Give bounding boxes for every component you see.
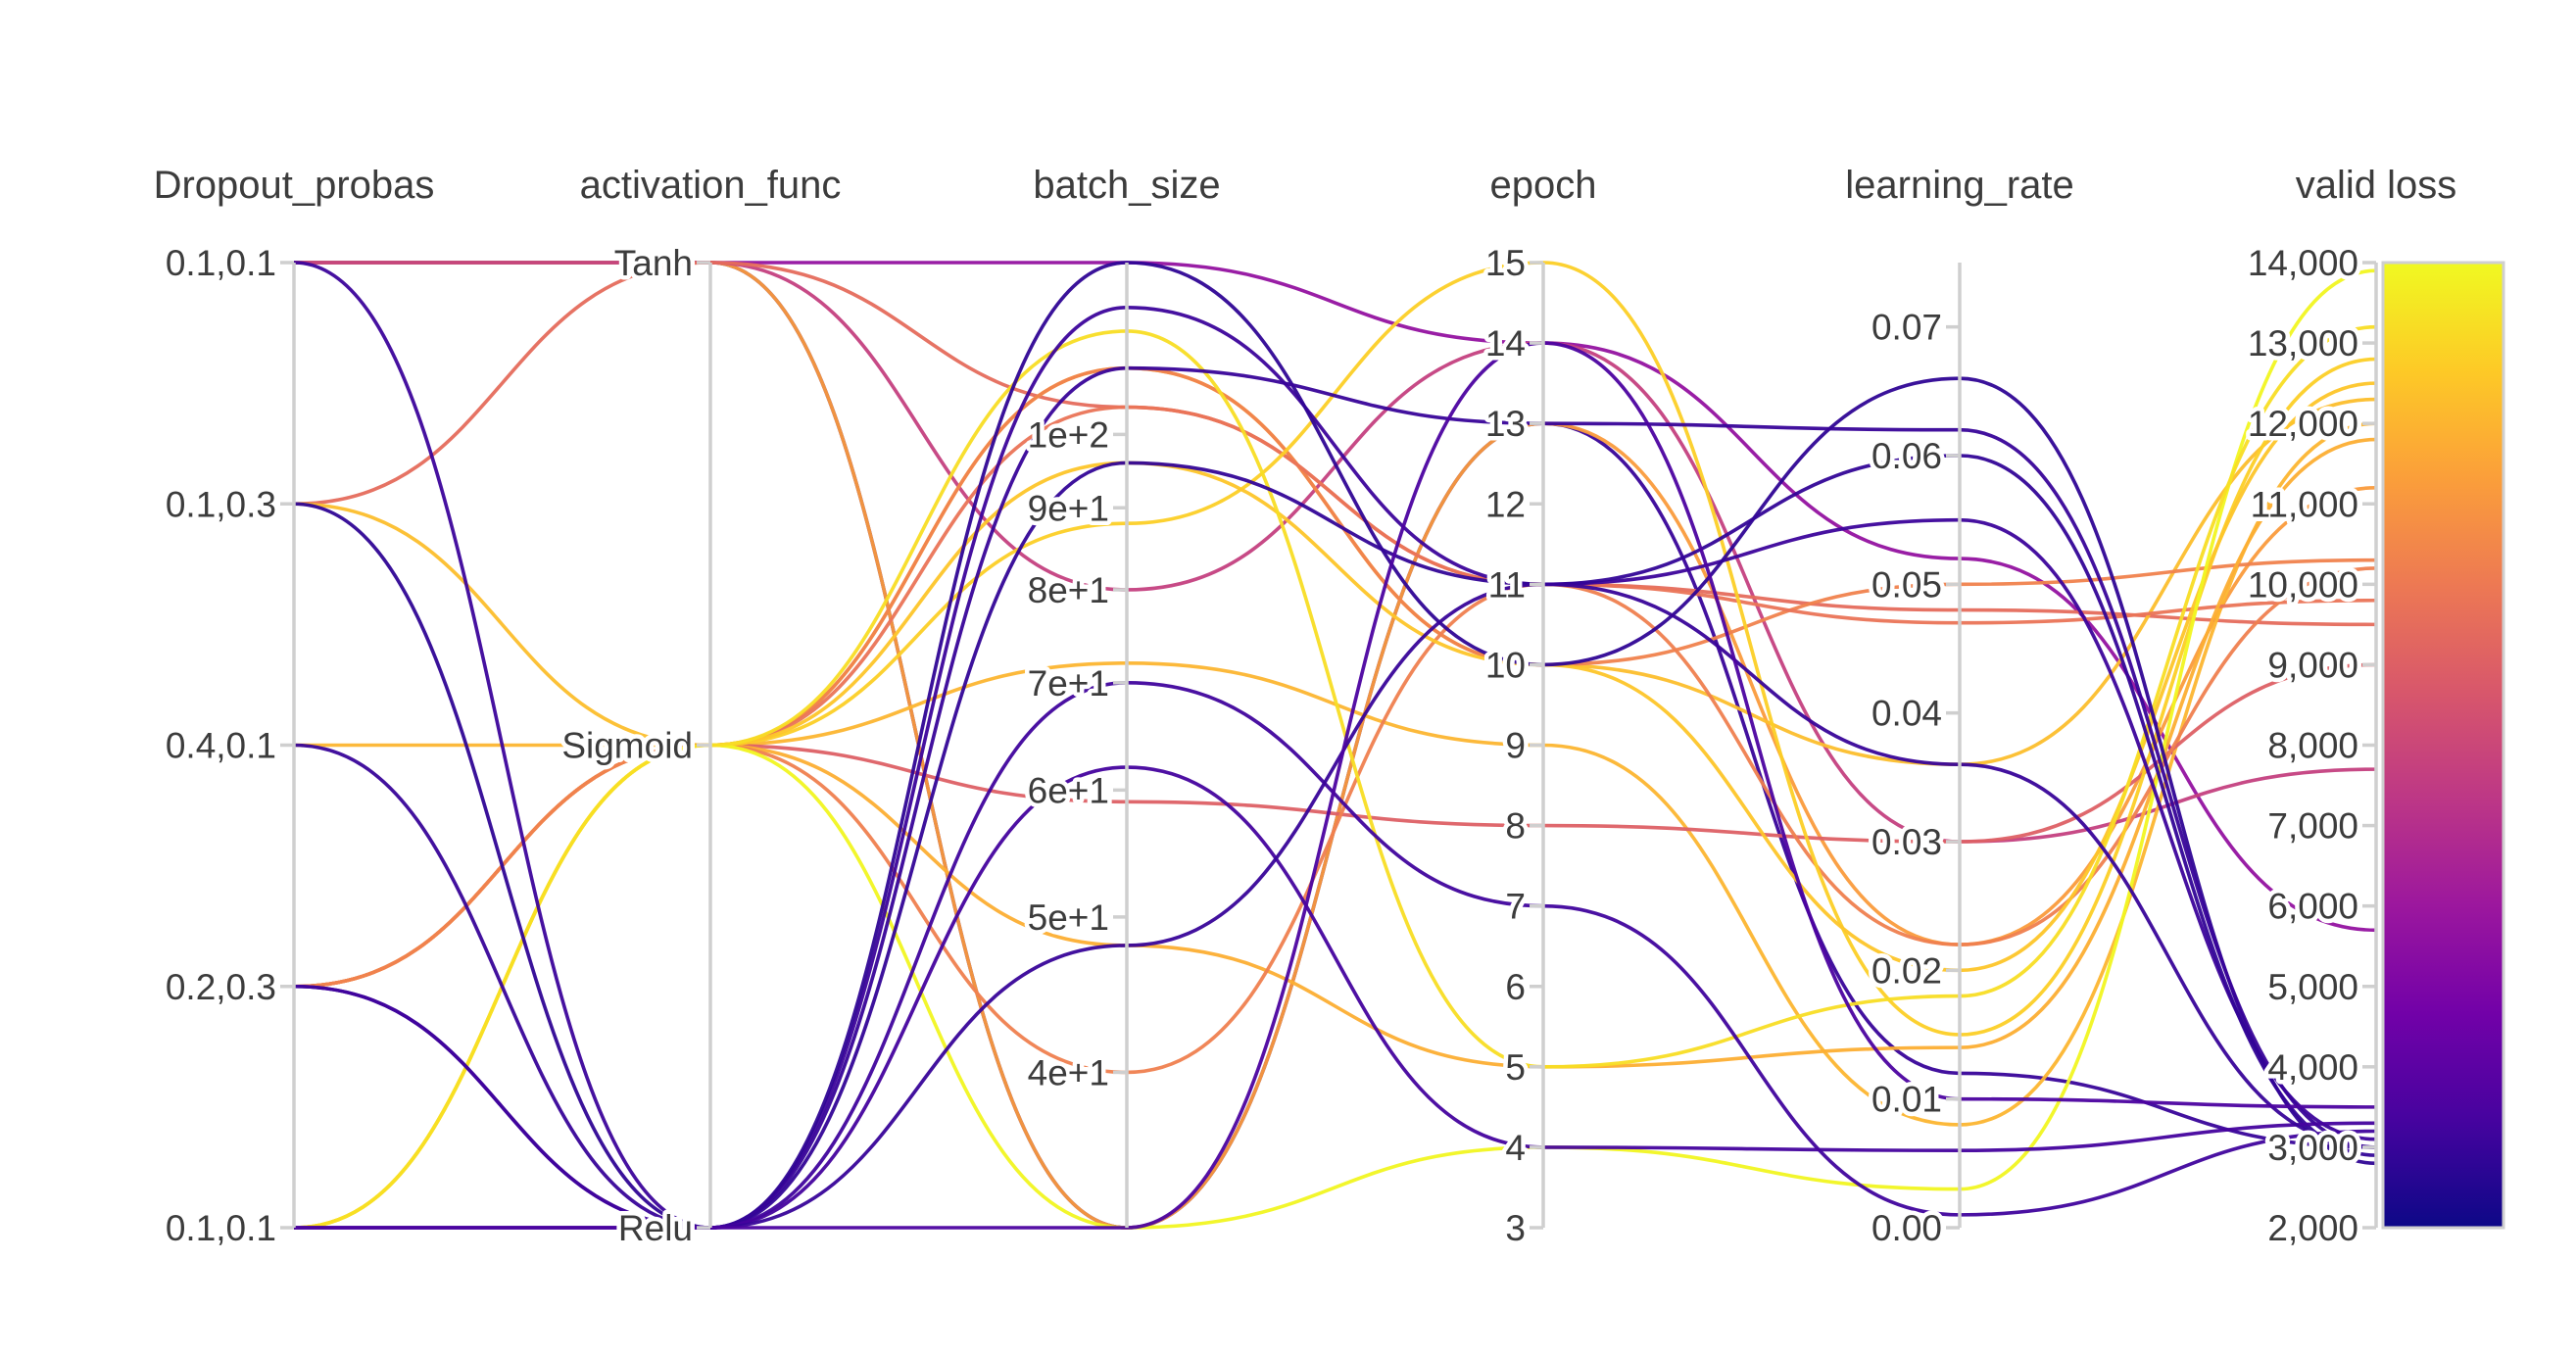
axis-title-valid_loss: valid loss	[2296, 164, 2457, 207]
tick-label-batch_size: 5e+1	[1028, 897, 1109, 938]
axis-title-batch_size: batch_size	[1033, 164, 1220, 207]
run-line-18[interactable]	[293, 261, 2377, 1230]
polylines-layer	[293, 261, 2377, 1230]
tick-label-learning_rate: 0.01	[1871, 1080, 1942, 1120]
tick-label-learning_rate: 0.02	[1871, 950, 1942, 991]
axis-activation: activation_func Tanh Sigmoid Relu	[558, 164, 842, 1253]
tick-label-activation: Relu	[618, 1208, 693, 1248]
tick-label-valid_loss: 14,000	[2248, 243, 2358, 283]
tick-label-dropout: 0.1,0.3	[166, 484, 276, 524]
run-line-16[interactable]	[293, 324, 2377, 1230]
tick-label-learning_rate: 0.00	[1871, 1208, 1942, 1248]
tick-label-epoch: 5	[1505, 1047, 1526, 1088]
tick-label-learning_rate: 0.03	[1871, 822, 1942, 862]
axis-title-learning_rate: learning_rate	[1845, 164, 2074, 207]
axis-title-epoch: epoch	[1490, 164, 1597, 207]
tick-label-valid_loss: 6,000	[2267, 887, 2358, 927]
tick-label-learning_rate: 0.06	[1871, 436, 1942, 476]
axis-valid_loss: valid loss 14,000 13,000 12,000 11,000 10,000…	[2243, 164, 2457, 1253]
tick-label-valid_loss: 9,000	[2267, 645, 2358, 685]
tick-label-epoch: 9	[1505, 726, 1526, 766]
tick-label-activation: Sigmoid	[561, 726, 693, 766]
run-line-20[interactable]	[293, 454, 2377, 1230]
colorbar-gradient	[2381, 261, 2505, 1230]
tick-label-valid_loss: 2,000	[2267, 1208, 2358, 1248]
tick-label-epoch: 3	[1505, 1208, 1526, 1248]
axes-layer: Dropout_probas 0.1,0.1 0.1,0.3 0.4,0.1 0.2,0…	[154, 164, 2457, 1253]
run-line-22[interactable]	[293, 765, 2377, 1230]
tick-label-learning_rate: 0.05	[1871, 564, 1942, 605]
axis-learning_rate: learning_rate 0.07 0.06 0.05 0.04 0.03 0.02 0.0…	[1845, 164, 2074, 1253]
tick-label-valid_loss: 8,000	[2267, 726, 2358, 766]
tick-label-learning_rate: 0.07	[1871, 308, 1942, 348]
tick-label-epoch: 7	[1505, 887, 1526, 927]
tick-label-dropout: 0.2,0.3	[166, 967, 276, 1007]
tick-label-batch_size: 7e+1	[1028, 663, 1109, 703]
tick-label-batch_size: 1e+2	[1028, 414, 1109, 455]
tick-label-valid_loss: 12,000	[2248, 404, 2358, 444]
tick-label-activation: Tanh	[614, 243, 693, 283]
axis-batch_size: batch_size 1e+2 9e+1 8e+1 7e+1 6e+1 5e+1 4e+1	[1023, 164, 1221, 1228]
tick-label-epoch: 12	[1485, 484, 1526, 524]
tick-label-valid_loss: 3,000	[2267, 1128, 2358, 1168]
tick-label-batch_size: 6e+1	[1028, 770, 1109, 810]
run-line-12[interactable]	[293, 566, 2377, 1075]
tick-label-epoch: 10	[1485, 645, 1526, 685]
tick-label-valid_loss: 11,000	[2251, 484, 2358, 524]
run-line-3[interactable]	[294, 261, 2377, 1230]
tick-label-epoch: 13	[1485, 404, 1526, 444]
run-line-17[interactable]	[293, 261, 2377, 1230]
tick-label-learning_rate: 0.04	[1871, 694, 1942, 734]
tick-label-epoch: 4	[1505, 1128, 1526, 1168]
tick-label-epoch: 11	[1488, 564, 1526, 605]
tick-label-epoch: 6	[1505, 967, 1526, 1007]
tick-label-dropout: 0.1,0.1	[166, 243, 276, 283]
tick-label-valid_loss: 13,000	[2248, 323, 2358, 364]
tick-label-valid_loss: 4,000	[2267, 1047, 2358, 1088]
tick-label-epoch: 15	[1485, 243, 1526, 283]
axis-dropout: Dropout_probas 0.1,0.1 0.1,0.3 0.4,0.1 0.2,0…	[154, 164, 435, 1253]
run-line-19[interactable]	[293, 365, 2377, 1230]
colorbar	[2381, 261, 2505, 1230]
tick-label-valid_loss: 7,000	[2267, 806, 2358, 847]
tick-label-valid_loss: 5,000	[2267, 967, 2358, 1007]
tick-label-batch_size: 9e+1	[1028, 488, 1109, 528]
tick-label-batch_size: 8e+1	[1028, 570, 1109, 610]
tick-label-dropout: 0.4,0.1	[166, 726, 276, 766]
tick-label-dropout: 0.1,0.1	[166, 1208, 276, 1248]
tick-label-epoch: 14	[1485, 323, 1526, 364]
tick-label-epoch: 8	[1505, 806, 1526, 847]
axis-title-dropout: Dropout_probas	[154, 164, 435, 207]
axis-epoch: epoch 15 14 13 12 11 10 9 8 7 6 5 4 3	[1481, 164, 1597, 1253]
axis-title-activation: activation_func	[580, 164, 842, 207]
tick-label-batch_size: 4e+1	[1028, 1052, 1109, 1092]
tick-label-valid_loss: 10,000	[2248, 564, 2358, 605]
